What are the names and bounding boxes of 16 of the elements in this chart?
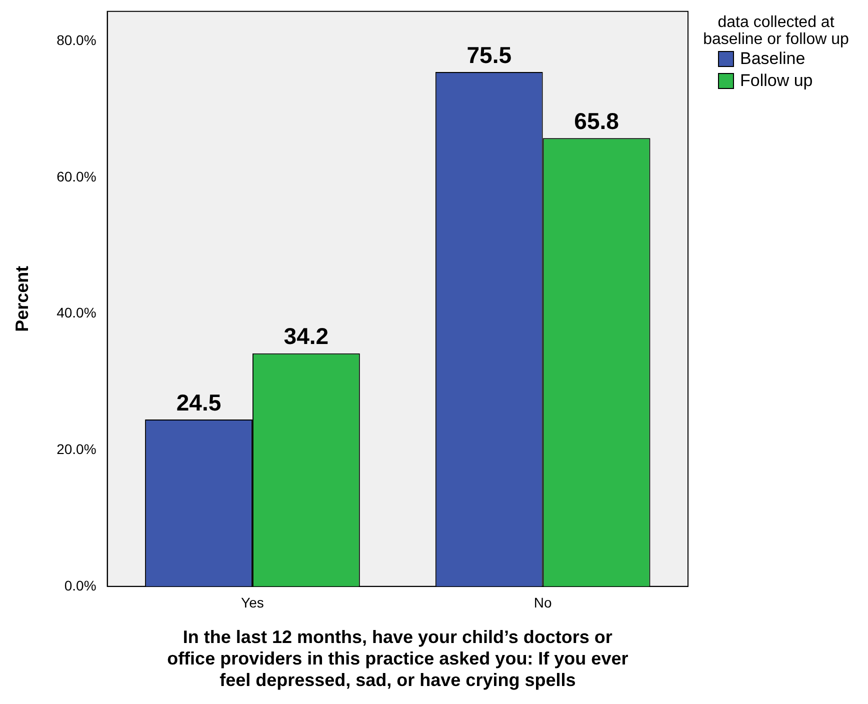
legend-label: Follow up	[740, 71, 813, 91]
y-tick-label: 0.0%	[64, 577, 96, 594]
y-tick-label: 60.0%	[56, 168, 96, 184]
data-label: 24.5	[176, 389, 222, 416]
y-axis-title: Percent	[12, 266, 32, 332]
y-tick-label: 80.0%	[56, 32, 96, 48]
legend-title: data collected at baseline or follow up	[702, 14, 850, 48]
x-tick-label: No	[534, 594, 552, 611]
y-tick-label: 40.0%	[56, 304, 96, 321]
data-label: 65.8	[574, 108, 620, 134]
data-label: 34.2	[284, 323, 329, 350]
y-tick-label: 20.0%	[56, 441, 96, 458]
legend-label: Baseline	[740, 49, 806, 69]
x-axis-title: In the last 12 months, have your child’s doctors or office providers in this practice asked you: If you ever feel depressed, sad, or have crying spells	[167, 626, 628, 690]
data-label: 75.5	[466, 42, 512, 68]
x-tick-label: Yes	[241, 594, 264, 611]
